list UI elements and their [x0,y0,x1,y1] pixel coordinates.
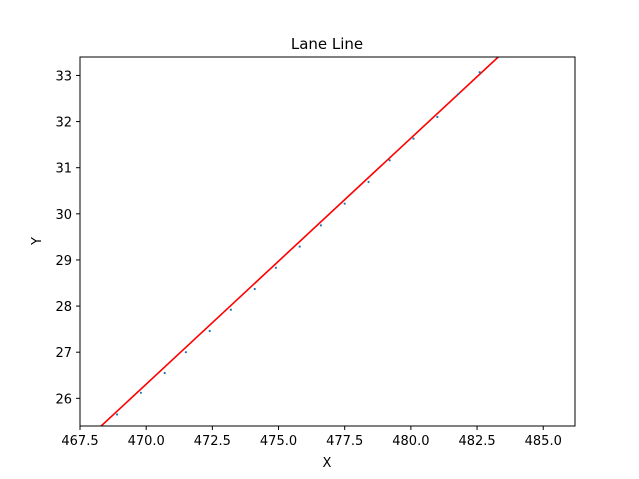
data-point [412,137,415,140]
y-axis-ticks: 26 27 28 29 30 31 32 33 [55,69,80,407]
data-point [319,224,322,227]
plot-frame [80,57,575,426]
data-point [367,180,370,184]
y-tick-label: 28 [55,300,72,315]
plot-area [79,56,576,427]
x-tick-label: 467.5 [61,434,98,449]
data-point [253,287,256,291]
data-point [115,413,119,416]
data-point [343,202,346,205]
x-tick-label: 472.5 [194,434,231,449]
y-tick-label: 33 [55,69,72,84]
y-tick-label: 27 [55,346,72,361]
y-tick-label: 31 [55,162,72,177]
points-layer [115,71,481,416]
x-tick-label: 475.0 [260,434,297,449]
x-tick-label: 482.5 [458,434,495,449]
data-point [478,71,481,74]
y-tick-label: 29 [55,254,72,269]
y-axis-label: Y [30,237,45,246]
data-point [229,308,232,311]
data-point [139,391,142,394]
data-point [388,159,391,162]
fit-line-layer [100,57,499,426]
x-tick-label: 480.0 [392,434,429,449]
data-point [436,115,439,119]
data-point [298,245,301,248]
data-point [163,371,166,375]
x-tick-label: 485.0 [525,434,562,449]
x-axis-label: X [323,456,332,471]
x-tick-label: 477.5 [326,434,363,449]
plot-border [79,56,576,427]
x-tick-label: 470.0 [128,434,165,449]
chart-title: Lane Line [291,35,363,53]
x-axis-ticks: 467.5 470.0 472.5 475.0 477.5 480.0 482.5 485.0 [61,426,562,449]
y-tick-label: 26 [55,392,72,407]
data-point [274,266,277,269]
data-point [208,329,211,333]
data-point [184,351,187,354]
fit-line [100,57,499,426]
data-point [457,92,460,95]
y-tick-label: 30 [55,208,72,223]
y-tick-label: 32 [55,116,72,131]
